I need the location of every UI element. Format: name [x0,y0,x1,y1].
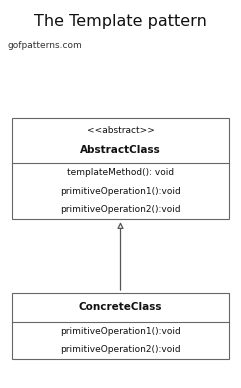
Text: AbstractClass: AbstractClass [80,146,161,156]
Text: templateMethod(): void: templateMethod(): void [67,168,174,177]
Text: <<abstract>>: <<abstract>> [87,126,154,135]
Text: ConcreteClass: ConcreteClass [79,303,162,312]
Text: primitiveOperation1():void: primitiveOperation1():void [60,187,181,196]
Bar [12,293,229,359]
Text: gofpatterns.com: gofpatterns.com [7,41,82,50]
Text: primitiveOperation2():void: primitiveOperation2():void [60,345,181,354]
Text: The Template pattern: The Template pattern [34,14,207,29]
Text: primitiveOperation2():void: primitiveOperation2():void [60,205,181,214]
Bar [12,118,229,219]
Text: primitiveOperation1():void: primitiveOperation1():void [60,327,181,336]
